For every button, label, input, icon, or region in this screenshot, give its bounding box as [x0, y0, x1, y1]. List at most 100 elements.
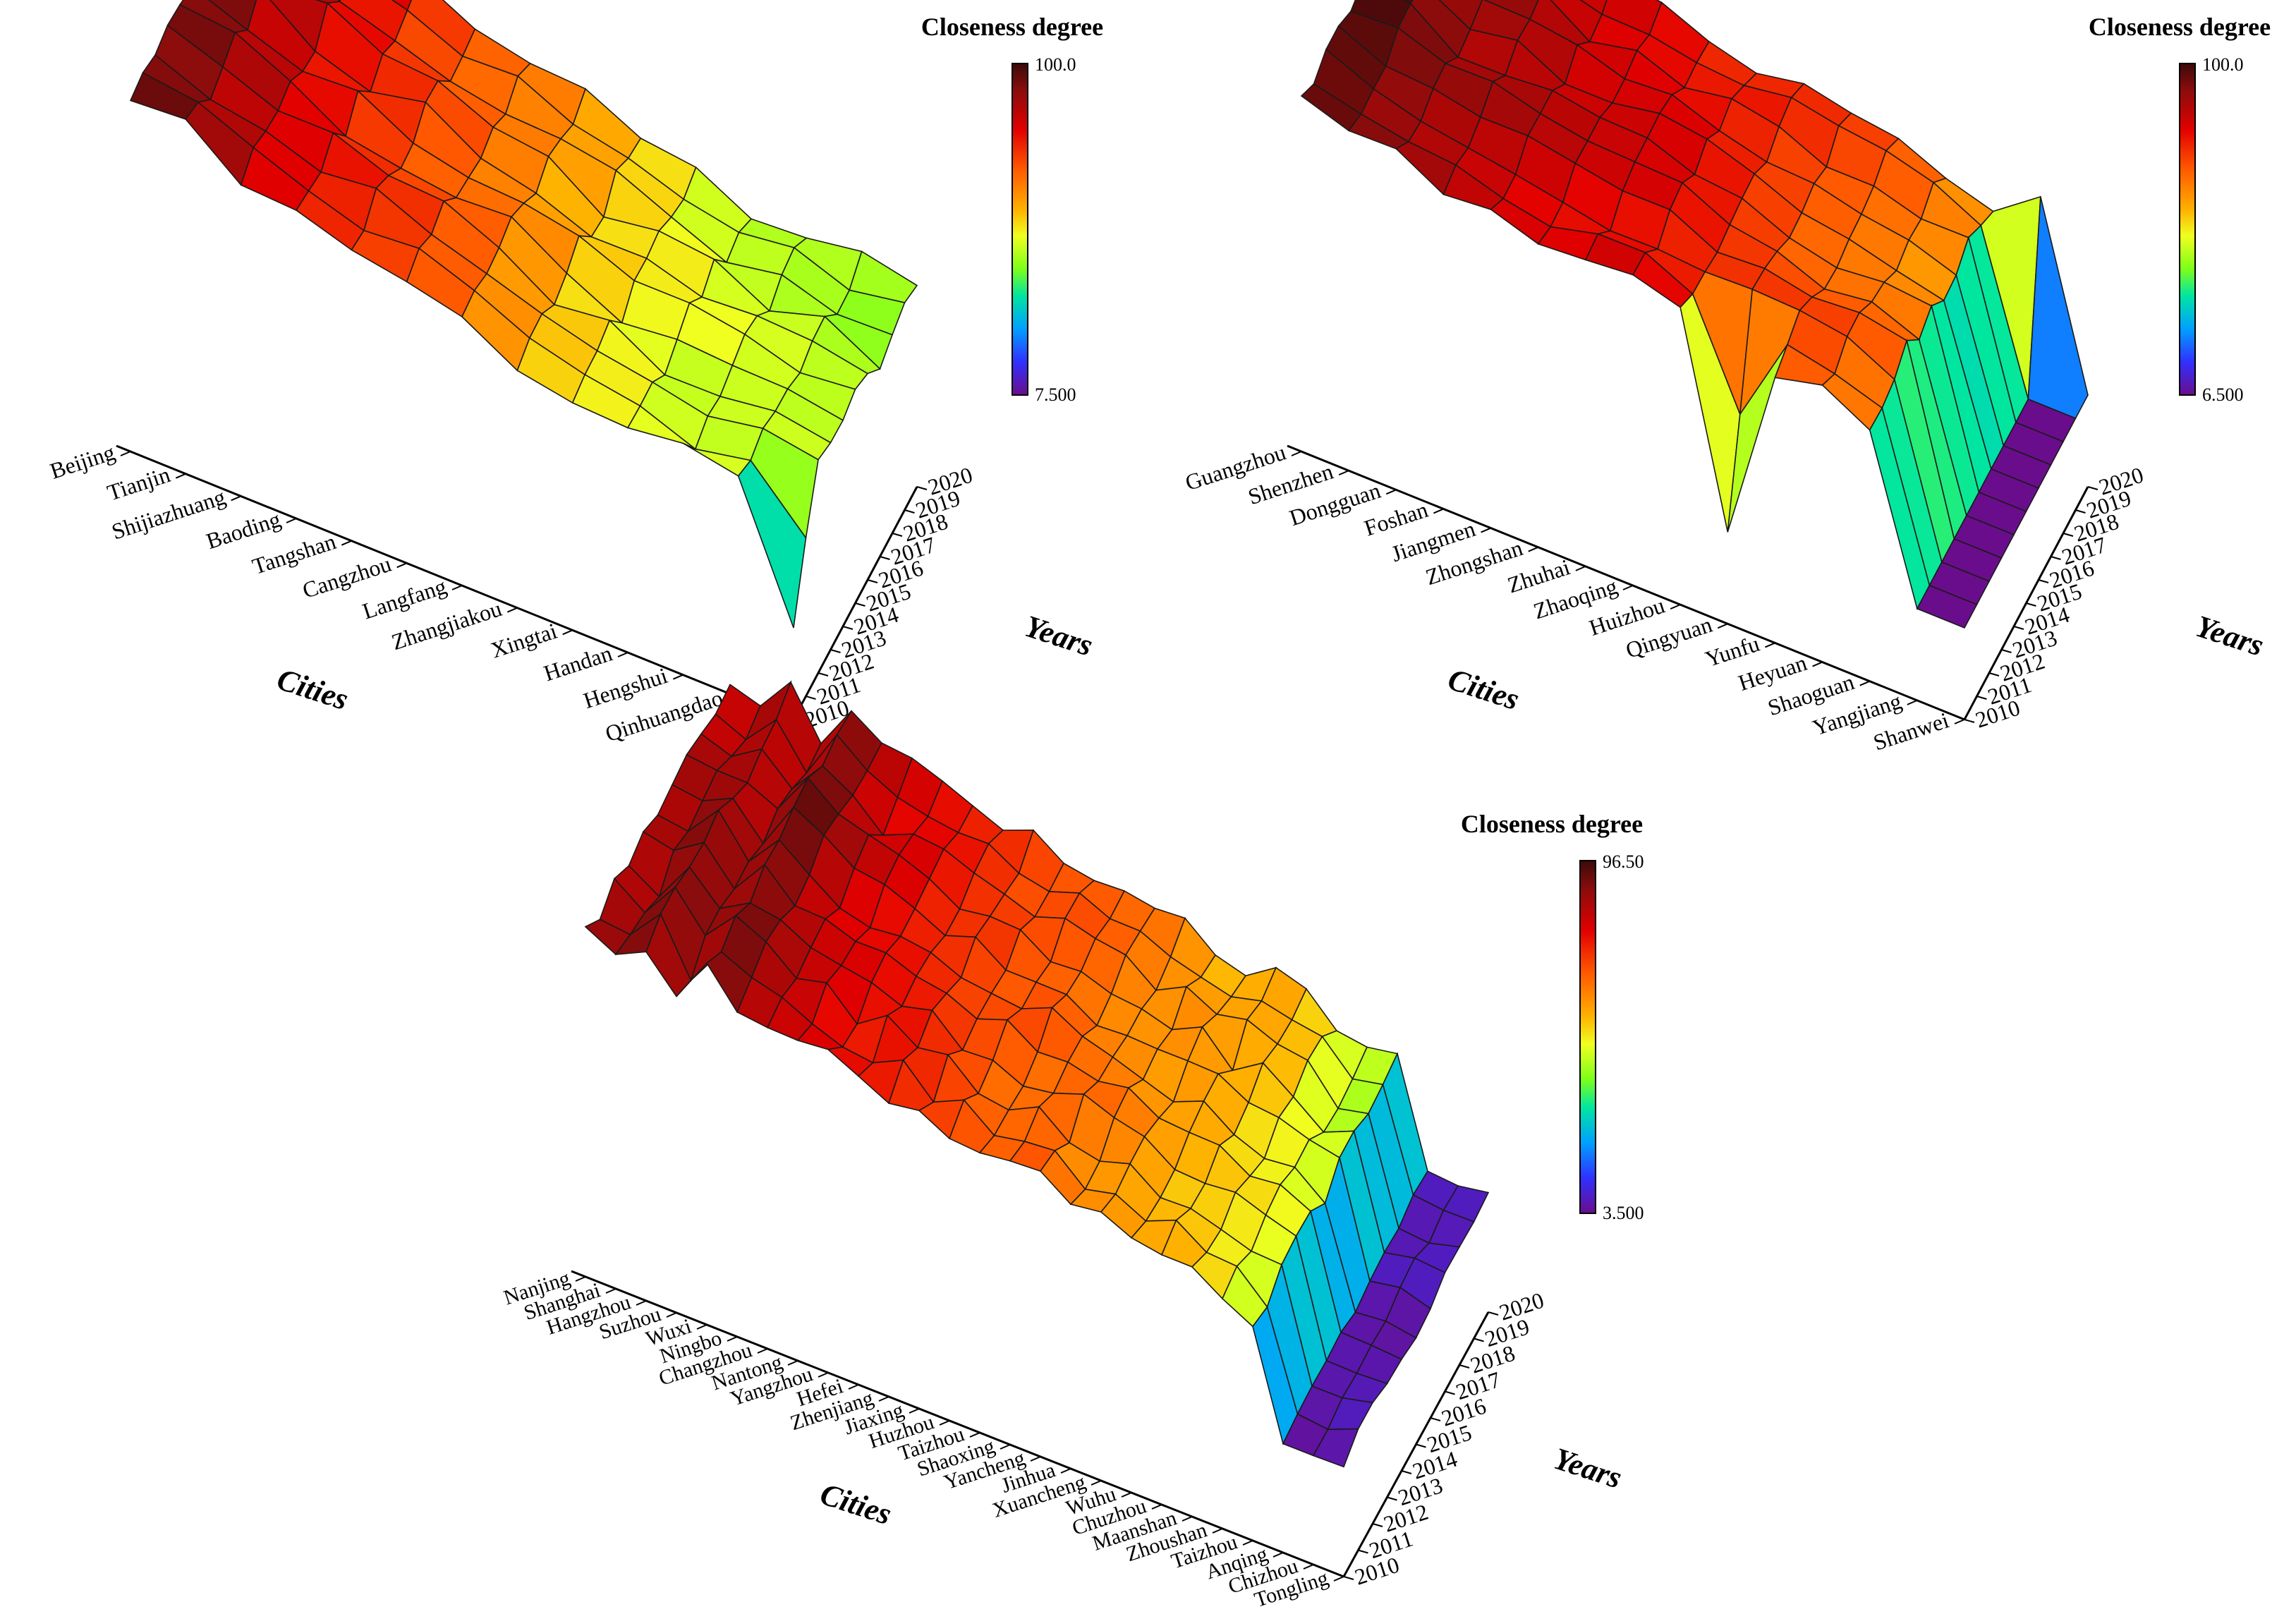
year-tick	[1459, 1364, 1470, 1369]
year-tick-label: 2020	[925, 462, 976, 500]
year-tick	[2087, 486, 2098, 490]
city-tick	[605, 1288, 616, 1294]
city-tick-label: Beijing	[47, 439, 118, 483]
city-tick	[1859, 680, 1871, 686]
legend-min-label: 3.500	[1603, 1203, 1644, 1223]
city-tick	[666, 1312, 677, 1318]
year-tick	[916, 486, 928, 490]
legend-title: Closeness degree	[2089, 13, 2271, 41]
year-tick	[855, 602, 865, 607]
city-tick	[231, 495, 242, 502]
x-axis-title: Cities	[273, 662, 353, 717]
city-tick	[1303, 1564, 1314, 1570]
x-axis-title: Cities	[1444, 662, 1524, 717]
surface-mesh	[1300, 0, 2089, 629]
city-tick	[396, 562, 408, 569]
legend-max-label: 100.0	[1035, 54, 1076, 75]
city-tick-label: Tianjin	[104, 461, 174, 505]
surface-cell-13-0	[1916, 584, 1978, 629]
city-tick	[575, 1276, 586, 1282]
city-tick-label: Baoding	[203, 506, 284, 554]
city-tick	[787, 1360, 798, 1366]
y-axis-title: Years	[2192, 609, 2268, 663]
year-tick	[2075, 509, 2086, 514]
year-tick	[1372, 1523, 1383, 1527]
city-tick	[175, 473, 186, 479]
legend-title: Closeness degree	[921, 13, 1103, 41]
year-tick	[1358, 1549, 1368, 1554]
year-tick	[2038, 579, 2049, 583]
city-tick	[1121, 1492, 1132, 1498]
city-tick	[1528, 546, 1539, 552]
colorbar-legend: Closeness degree 100.0 6.500	[2089, 13, 2271, 405]
city-tick	[818, 1372, 829, 1378]
city-axis-line	[116, 444, 794, 721]
year-tick	[1401, 1470, 1412, 1474]
city-tick	[1433, 508, 1444, 514]
year-tick	[2001, 649, 2012, 653]
city-tick-label: Xingtai	[487, 618, 560, 663]
city-tick	[286, 518, 297, 523]
colorbar	[1012, 63, 1028, 396]
city-tick	[909, 1408, 920, 1414]
city-tick	[878, 1396, 889, 1402]
colorbar	[2179, 63, 2196, 396]
legend-min-label: 6.500	[2202, 384, 2244, 405]
year-tick	[1343, 1576, 1354, 1580]
city-tick	[1333, 1576, 1344, 1582]
city-tick	[1575, 565, 1586, 571]
city-tick	[672, 674, 684, 680]
legend-title: Closeness degree	[1461, 810, 1643, 838]
legend-min-label: 7.500	[1035, 384, 1076, 405]
colorbar-legend: Closeness degree 96.50 3.500	[1461, 810, 1644, 1223]
year-tick	[1416, 1443, 1426, 1448]
city-tick	[562, 629, 573, 636]
chart-panel-a: BeijingTianjinShijiazhuangBaodingTangsha…	[47, 0, 1103, 756]
chart-panel-c: NanjingShanghaiHangzhouSuzhouWuxiNingboC…	[501, 680, 1644, 1612]
year-tick	[2051, 556, 2061, 560]
city-tick	[1812, 661, 1823, 667]
year-tick	[842, 626, 854, 630]
city-tick	[1272, 1552, 1284, 1558]
year-tick	[1488, 1311, 1499, 1316]
city-tick	[1151, 1504, 1162, 1510]
x-axis-title: Cities	[816, 1476, 896, 1531]
surface-mesh	[129, 0, 918, 629]
city-tick	[757, 1348, 768, 1354]
city-tick	[1212, 1528, 1223, 1534]
year-tick	[818, 672, 829, 676]
year-tick	[1474, 1337, 1484, 1342]
city-tick	[1060, 1468, 1071, 1474]
city-tick	[1338, 470, 1349, 476]
city-axis-line	[571, 1270, 1344, 1578]
city-tick	[506, 607, 518, 613]
y-axis-title: Years	[1021, 609, 1097, 663]
city-tick	[636, 1300, 647, 1306]
city-tick	[120, 451, 131, 456]
year-tick	[1387, 1496, 1397, 1501]
year-tick	[1430, 1417, 1441, 1421]
colorbar-legend: Closeness degree 100.0 7.500	[921, 13, 1103, 405]
year-tick	[1964, 719, 1975, 723]
city-tick	[617, 652, 628, 657]
surface-cell-11-0	[737, 459, 807, 629]
city-tick	[1030, 1456, 1041, 1462]
city-tick	[1000, 1444, 1011, 1450]
city-tick	[1242, 1540, 1253, 1546]
city-tick	[1385, 489, 1397, 495]
city-tick	[1765, 642, 1775, 648]
year-tick	[904, 509, 915, 514]
year-tick-label: 2020	[2096, 462, 2146, 500]
city-tick	[1622, 585, 1634, 590]
city-tick	[341, 540, 352, 546]
surface-mesh	[584, 680, 1490, 1468]
surface-cell-24-0	[1312, 1428, 1359, 1468]
city-tick	[727, 1336, 738, 1342]
city-tick	[969, 1432, 980, 1438]
city-tick	[1182, 1516, 1193, 1522]
city-tick	[696, 1324, 707, 1330]
city-tick	[1091, 1480, 1102, 1486]
city-tick	[1954, 719, 1965, 724]
city-tick	[939, 1420, 950, 1426]
year-tick	[806, 696, 816, 700]
